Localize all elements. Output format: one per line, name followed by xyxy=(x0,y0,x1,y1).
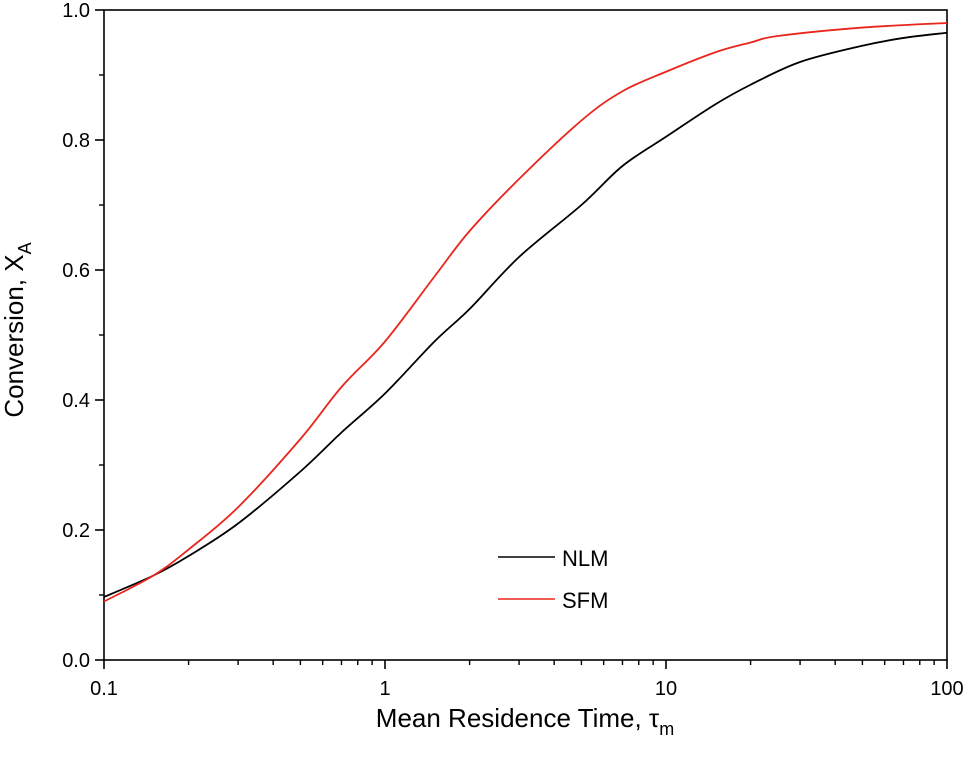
y-tick-label: 1.0 xyxy=(62,0,90,22)
y-axis-label-sub: A xyxy=(15,242,35,254)
series-group xyxy=(103,22,948,603)
plot-frame xyxy=(103,9,948,661)
y-tick-label: 0.0 xyxy=(62,650,90,672)
x-tick-label: 1 xyxy=(379,678,390,700)
x-tick-label: 0.1 xyxy=(90,678,118,700)
legend-label-sfm: SFM xyxy=(562,588,608,613)
series-line-sfm xyxy=(103,22,948,603)
y-tick-label: 0.8 xyxy=(62,130,90,152)
x-tick-label: 10 xyxy=(655,678,677,700)
x-axis-label-sub: m xyxy=(659,719,674,739)
y-tick-label: 0.4 xyxy=(62,390,90,412)
axes: 0.0 0.2 0.4 0.6 0.8 1.0 0.1 1 10 100 xyxy=(62,0,964,700)
y-axis-label-main: Conversion, X xyxy=(0,254,29,417)
y-tick-label: 0.6 xyxy=(62,260,90,282)
x-axis-label-main: Mean Residence Time, τ xyxy=(376,703,660,733)
legend: NLM SFM xyxy=(498,546,608,613)
y-tick-label: 0.2 xyxy=(62,520,90,542)
y-axis-label: Conversion, XA xyxy=(0,242,35,417)
legend-label-nlm: NLM xyxy=(562,546,608,571)
series-line-nlm xyxy=(103,31,948,598)
x-axis-label: Mean Residence Time, τm xyxy=(376,703,674,739)
x-tick-label: 100 xyxy=(930,678,963,700)
